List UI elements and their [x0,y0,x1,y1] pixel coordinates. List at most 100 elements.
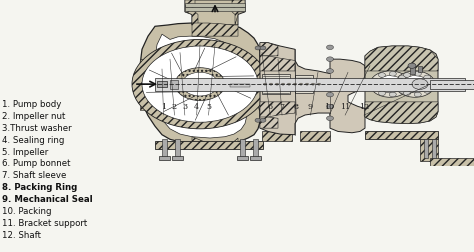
Text: 11. Bracket support: 11. Bracket support [2,219,88,228]
Polygon shape [155,34,247,138]
Circle shape [403,91,410,96]
Text: 7. Shaft sleeve: 7. Shaft sleeve [2,171,67,180]
Circle shape [282,83,284,85]
Circle shape [255,118,261,122]
Bar [237,156,248,160]
Circle shape [264,83,266,85]
Bar [253,139,258,159]
Text: 5: 5 [206,103,211,111]
Polygon shape [260,43,365,135]
Text: 4: 4 [194,103,199,111]
Text: 4. Sealing ring: 4. Sealing ring [2,136,65,145]
Circle shape [396,85,403,90]
Circle shape [408,63,416,68]
Polygon shape [192,137,238,145]
Circle shape [327,69,334,73]
Circle shape [428,82,435,86]
Bar [430,80,474,89]
Bar [170,80,178,89]
Circle shape [370,71,410,97]
Polygon shape [430,158,474,166]
Circle shape [182,72,218,96]
Bar [295,75,313,93]
Text: 1: 1 [161,103,166,111]
Polygon shape [260,102,295,117]
Text: 11: 11 [340,103,350,111]
Circle shape [389,92,396,97]
Circle shape [275,83,279,85]
Polygon shape [260,43,278,56]
Polygon shape [185,0,198,25]
Circle shape [399,89,406,93]
Bar [157,81,167,87]
Polygon shape [140,23,260,145]
Circle shape [132,39,268,129]
Circle shape [424,89,431,93]
Polygon shape [365,46,438,71]
Text: 6: 6 [268,103,273,111]
Bar [155,141,263,149]
Circle shape [327,104,334,109]
Bar [424,139,428,158]
Circle shape [412,79,428,89]
Circle shape [403,73,410,77]
Bar [240,139,245,159]
Bar [432,139,436,158]
Text: 3: 3 [182,103,187,111]
Circle shape [270,83,273,85]
Circle shape [389,72,396,76]
Circle shape [379,91,385,96]
Circle shape [424,75,431,80]
Bar [298,78,310,90]
Bar [162,139,167,159]
Circle shape [255,46,261,50]
Text: 10: 10 [324,103,335,111]
Text: 2: 2 [172,103,177,111]
Bar [159,156,170,160]
Bar [175,139,180,159]
Text: 12. Shaft: 12. Shaft [2,231,41,240]
Circle shape [327,116,334,121]
Text: 8. Packing Ring: 8. Packing Ring [2,183,78,192]
Bar [300,132,330,141]
Circle shape [372,78,378,83]
Circle shape [288,83,291,85]
Text: 6. Pump bonnet: 6. Pump bonnet [2,160,71,168]
Circle shape [311,83,315,85]
Text: 3.Thrust washer: 3.Thrust washer [2,124,72,133]
Bar [365,132,438,139]
Bar [155,78,465,91]
Polygon shape [365,102,438,123]
Polygon shape [420,139,438,161]
Circle shape [399,75,406,80]
Text: 10. Packing: 10. Packing [2,207,52,216]
Circle shape [318,83,320,85]
Circle shape [372,85,378,90]
Circle shape [306,83,309,85]
Text: 9. Mechanical Seal: 9. Mechanical Seal [2,195,93,204]
Circle shape [377,76,403,93]
Bar [185,3,245,7]
Circle shape [396,78,403,83]
Circle shape [414,92,421,97]
Circle shape [395,71,435,97]
Text: 8: 8 [294,103,299,111]
Bar [185,7,245,11]
Circle shape [402,82,410,86]
Circle shape [260,46,266,50]
Text: 2. Impeller nut: 2. Impeller nut [2,112,66,121]
Bar [250,156,261,160]
Bar [262,79,327,89]
Text: 7: 7 [280,103,284,111]
Circle shape [300,83,302,85]
Text: 12: 12 [359,103,369,111]
Circle shape [327,45,334,50]
Bar [262,74,290,94]
Text: 1. Pump body: 1. Pump body [2,100,62,109]
Circle shape [142,46,258,122]
Bar [172,156,183,160]
Bar [262,132,292,141]
Polygon shape [140,59,155,84]
Circle shape [379,73,385,77]
Text: 5. Impeller: 5. Impeller [2,147,49,156]
